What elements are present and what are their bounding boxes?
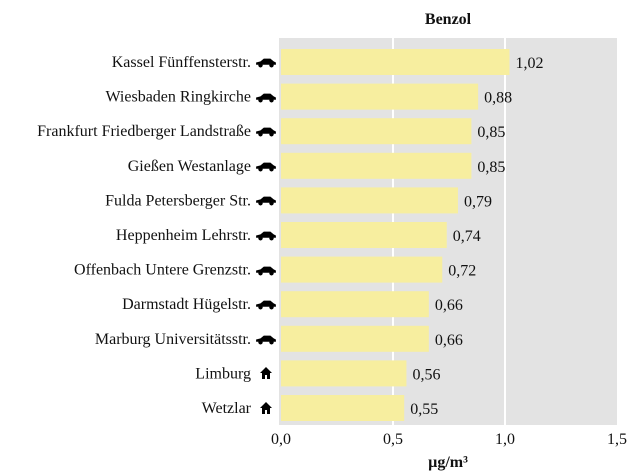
value-label: 0,88: [484, 90, 512, 107]
bar: [281, 395, 405, 421]
x-tick-label: 1,5: [607, 431, 627, 448]
bar: [281, 83, 479, 110]
bar: [281, 118, 472, 145]
bar: [281, 325, 429, 352]
y-tick-label: Offenbach Untere Grenzstr.: [74, 262, 251, 279]
y-tick-label: Gießen Westanlage: [128, 158, 251, 175]
y-tick-label: Darmstadt Hügelstr.: [122, 296, 251, 313]
bar: [281, 256, 443, 283]
value-label: 0,85: [477, 124, 505, 141]
bar: [281, 152, 472, 179]
bar: [281, 49, 510, 75]
chart-title: Benzol: [425, 11, 472, 28]
y-tick-label: Frankfurt Friedberger Landstraße: [37, 123, 251, 140]
bar: [281, 360, 407, 387]
value-label: 0,55: [410, 401, 438, 418]
value-label: 0,66: [435, 332, 463, 349]
value-label: 1,02: [515, 55, 543, 72]
icons: [256, 58, 276, 414]
y-tick-label: Wetzlar: [202, 400, 252, 417]
value-label: 0,66: [435, 297, 463, 314]
bar: [281, 222, 447, 248]
value-label: 0,56: [412, 366, 440, 383]
value-label: 0,85: [477, 159, 505, 176]
value-label: 0,79: [464, 193, 492, 210]
x-axis-label: µg/m³: [428, 454, 468, 471]
x-tick-label: 0,0: [271, 431, 291, 448]
x-tick-label: 1,0: [495, 431, 515, 448]
y-tick-label: Kassel Fünffensterstr.: [112, 54, 251, 71]
y-tick-label: Marburg Universitätsstr.: [95, 331, 251, 348]
y-tick-label: Heppenheim Lehrstr.: [116, 227, 251, 244]
y-tick-label: Fulda Petersberger Str.: [105, 192, 251, 209]
y-tick-label: Wiesbaden Ringkirche: [105, 89, 251, 106]
value-label: 0,72: [448, 263, 476, 280]
x-tick-label: 0,5: [383, 431, 403, 448]
bar: [281, 291, 429, 318]
bar: [281, 187, 458, 214]
value-label: 0,74: [453, 228, 481, 245]
y-tick-label: Limburg: [195, 365, 251, 382]
